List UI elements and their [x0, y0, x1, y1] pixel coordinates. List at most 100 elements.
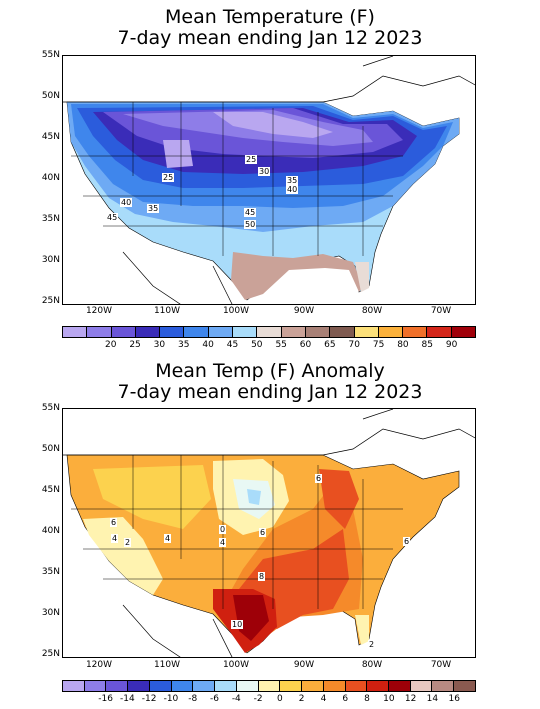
colorbar-label: 20 [104, 340, 117, 350]
anomaly-map [62, 408, 476, 658]
contour-label: 35 [286, 176, 299, 185]
colorbar-swatch [403, 327, 428, 337]
panel1-lon-label: 70W [430, 306, 452, 316]
colorbar-label: 4 [320, 694, 327, 704]
colorbar-label: 35 [178, 340, 190, 350]
panel2-lon-label: 110W [153, 660, 181, 670]
panel2-lat-label: 50N [41, 444, 60, 454]
panel2-lon-label: 70W [430, 660, 452, 670]
colorbar-swatch [454, 681, 475, 691]
contour-label: 6 [315, 474, 323, 483]
colorbar-swatch [451, 327, 476, 337]
colorbar-swatch [258, 681, 281, 691]
colorbar-swatch [432, 681, 455, 691]
contour-label: 45 [106, 213, 119, 222]
panel2-lat-label: 40N [41, 526, 60, 536]
contour-label: 2 [124, 538, 132, 547]
colorbar-label: -14 [120, 694, 135, 704]
panel1-lat-label: 50N [41, 91, 60, 101]
colorbar-label: -12 [141, 694, 157, 704]
colorbar-swatch [305, 327, 331, 337]
colorbar-swatch [184, 327, 209, 337]
colorbar-swatch [323, 681, 346, 691]
colorbar-label: 65 [324, 340, 336, 350]
colorbar-label: 12 [404, 694, 417, 704]
colorbar-swatch [389, 681, 411, 691]
colorbar-swatch [106, 681, 129, 691]
colorbar-label: 50 [251, 340, 263, 350]
colorbar-label: 70 [348, 340, 360, 350]
colorbar-swatch [63, 327, 88, 337]
panel2-title-line1: Mean Temp (F) Anomaly [155, 360, 385, 382]
colorbar-label: 6 [342, 694, 349, 704]
colorbar-label: 55 [275, 340, 287, 350]
contour-label: 6 [110, 518, 118, 527]
colorbar-label: 10 [383, 694, 395, 704]
colorbar-swatch [354, 327, 379, 337]
contour-label: 40 [286, 185, 299, 194]
colorbar-label: -16 [98, 694, 113, 704]
colorbar-label: 85 [421, 340, 433, 350]
colorbar-label: 25 [129, 340, 141, 350]
colorbar-label: -6 [210, 694, 219, 704]
colorbar-label: 8 [364, 694, 370, 704]
contour-label: 8 [258, 572, 266, 581]
contour-label: 30 [258, 167, 271, 176]
panel2-lat-label: 35N [41, 567, 60, 577]
colorbar-label: 0 [277, 694, 283, 704]
colorbar-swatch [345, 681, 368, 691]
colorbar-swatch [171, 681, 194, 691]
colorbar-label: 90 [445, 340, 458, 350]
colorbar-label: -4 [231, 694, 241, 704]
colorbar-label: 16 [448, 694, 460, 704]
contour-label: 25 [162, 173, 175, 182]
colorbar-swatch [410, 681, 433, 691]
contour-label: 40 [120, 198, 133, 207]
colorbar-label: 30 [153, 340, 166, 350]
anomaly-colorbar [62, 680, 476, 692]
colorbar-swatch [149, 681, 172, 691]
colorbar-label: 14 [426, 694, 439, 704]
contour-label: 50 [244, 220, 257, 229]
panel1-lat-label: 35N [41, 214, 60, 224]
panel2-lat-label: 45N [41, 485, 60, 495]
temperature-colorbar [62, 326, 476, 338]
colorbar-label: -8 [188, 694, 198, 704]
panel2-lon-label: 90W [293, 660, 315, 670]
panel1-lon-label: 120W [85, 306, 113, 316]
contour-label: 4 [164, 534, 172, 543]
panel2-lat-label: 55N [41, 403, 60, 413]
panel2-title-line2: 7-day mean ending Jan 12 2023 [117, 381, 423, 403]
colorbar-swatch [233, 327, 258, 337]
colorbar-swatch [281, 327, 306, 337]
panel2-lon-label: 100W [222, 660, 250, 670]
panel2-lat-label: 30N [41, 608, 60, 618]
panel1-lon-label: 90W [293, 306, 315, 316]
colorbar-swatch [111, 327, 136, 337]
colorbar-swatch [257, 327, 282, 337]
panel1-title-line1: Mean Temperature (F) [165, 6, 375, 28]
temperature-map [62, 55, 476, 305]
contour-label: 6 [259, 528, 267, 537]
colorbar-swatch [208, 327, 234, 337]
colorbar-label: 60 [299, 340, 312, 350]
contour-label: 45 [244, 208, 257, 217]
colorbar-swatch [330, 327, 355, 337]
colorbar-swatch [367, 681, 390, 691]
colorbar-label: 75 [372, 340, 385, 350]
contour-label: 4 [111, 534, 119, 543]
contour-label: 0 [219, 525, 227, 534]
colorbar-label: -10 [163, 694, 179, 704]
panel1-lat-label: 30N [41, 255, 60, 265]
colorbar-swatch [378, 327, 404, 337]
colorbar-swatch [427, 327, 452, 337]
colorbar-label: 40 [202, 340, 214, 350]
colorbar-swatch [135, 327, 161, 337]
panel1-lat-label: 25N [41, 296, 60, 306]
colorbar-swatch [63, 681, 85, 691]
panel1-lat-label: 40N [41, 173, 60, 183]
colorbar-swatch [84, 681, 107, 691]
panel1-lon-label: 80W [361, 306, 383, 316]
colorbar-swatch [215, 681, 237, 691]
panel1-lon-label: 110W [153, 306, 181, 316]
